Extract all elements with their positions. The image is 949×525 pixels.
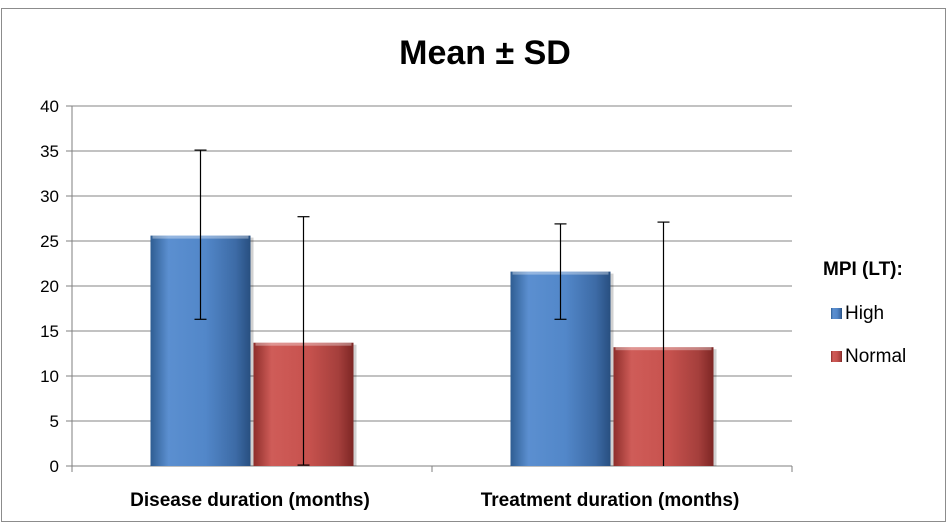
y-tick-label: 0 xyxy=(50,457,59,476)
y-tick-label: 15 xyxy=(40,322,59,341)
y-tick-label: 5 xyxy=(50,412,59,431)
legend: MPI (LT): High Normal xyxy=(823,259,906,367)
y-tick-label: 10 xyxy=(40,367,59,386)
legend-label-high: High xyxy=(845,303,884,324)
legend-swatch-high xyxy=(831,308,842,319)
y-tick-label: 35 xyxy=(40,142,59,161)
y-tick-label: 40 xyxy=(40,97,59,116)
legend-title: MPI (LT): xyxy=(823,259,903,280)
legend-swatch-normal xyxy=(831,351,842,362)
y-tick-label: 30 xyxy=(40,187,59,206)
y-axis-ticks: 0 5 10 15 20 25 30 35 40 xyxy=(40,97,59,476)
x-axis-categories: Disease duration (months) Treatment durat… xyxy=(130,490,739,511)
bars xyxy=(150,235,717,466)
error-bars xyxy=(194,149,670,466)
y-tick-label: 20 xyxy=(40,277,59,296)
legend-label-normal: Normal xyxy=(845,346,906,367)
x-category-label: Disease duration (months) xyxy=(130,490,370,511)
chart-title: Mean ± SD xyxy=(399,34,571,72)
x-category-label: Treatment duration (months) xyxy=(481,490,740,511)
y-tick-label: 25 xyxy=(40,232,59,251)
